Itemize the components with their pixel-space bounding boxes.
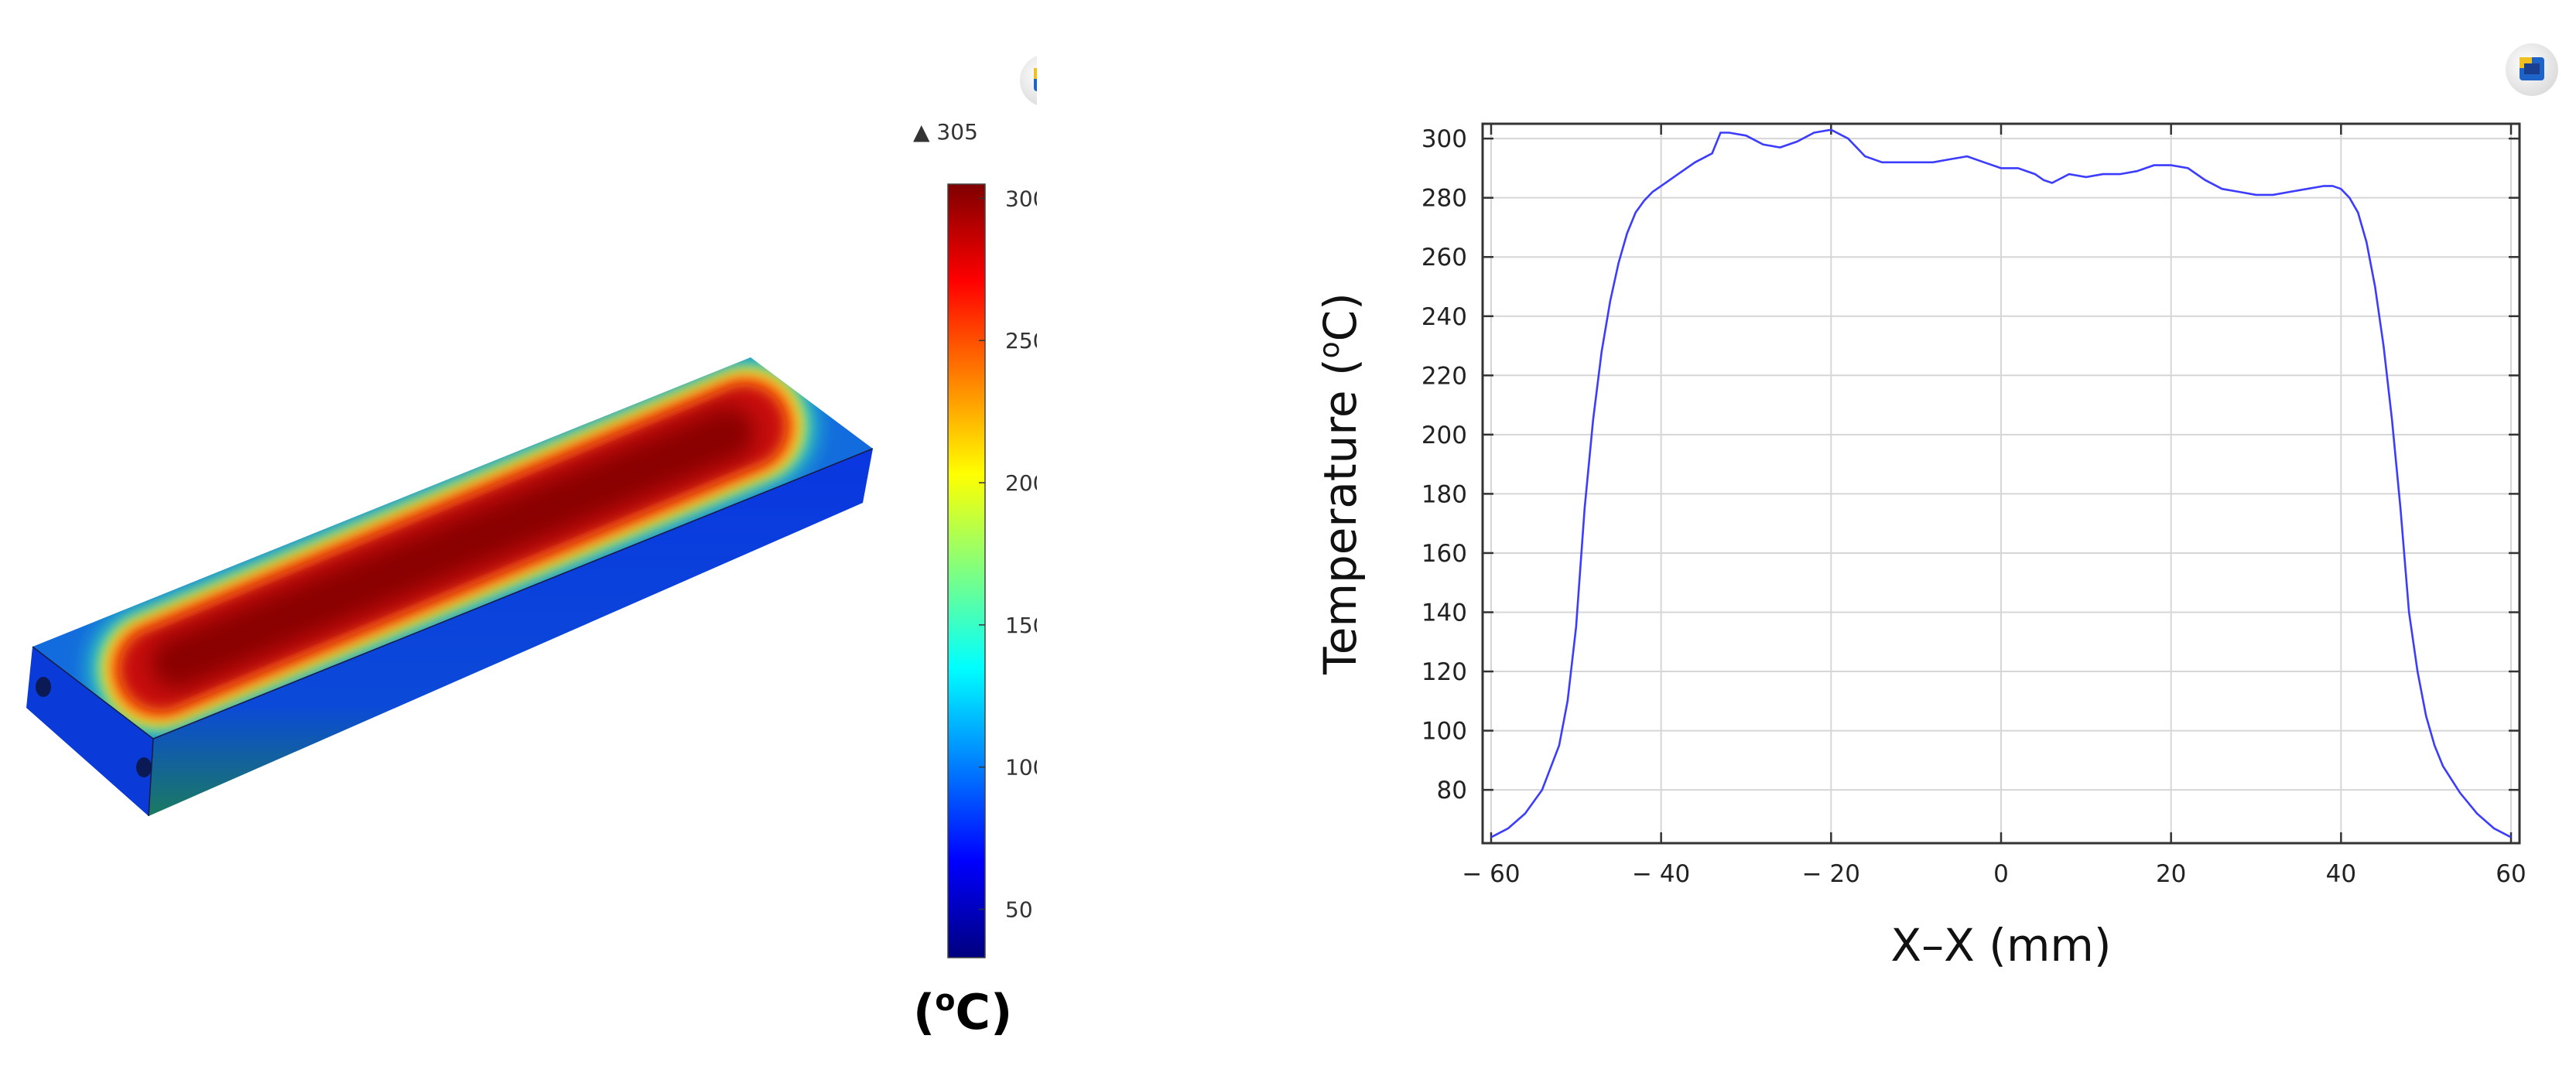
colorbar-tick-label: 300 bbox=[1005, 186, 1037, 211]
colorbar-unit-label: (oC) bbox=[913, 983, 1012, 1040]
y-tick-label: 160 bbox=[1421, 540, 1467, 568]
colorbar-ticks: 300 250 200 150 100 50 bbox=[979, 186, 1046, 923]
y-tick-label: 300 bbox=[1421, 125, 1467, 153]
chart-grid bbox=[1483, 124, 2520, 843]
y-tick-label: 260 bbox=[1421, 244, 1467, 272]
y-tick-label: 200 bbox=[1421, 422, 1467, 449]
y-tick-label: 220 bbox=[1421, 362, 1467, 390]
colorbar-tick-label: 150 bbox=[1005, 613, 1037, 638]
x-tick-label: − 40 bbox=[1632, 860, 1690, 888]
hole-marker bbox=[136, 757, 152, 777]
y-tick-label: 280 bbox=[1421, 185, 1467, 213]
temperature-profile-panel: − 60 − 40 − 20 0 20 40 60 80 100 120 140 160 180 200 2… bbox=[1285, 0, 2576, 1072]
y-tick-label: 100 bbox=[1421, 718, 1467, 746]
block-end-face bbox=[26, 647, 153, 816]
y-tick-label: 180 bbox=[1421, 480, 1467, 508]
x-tick-label: 60 bbox=[2496, 860, 2526, 888]
x-tick-label: − 60 bbox=[1462, 860, 1520, 888]
axis-ticks: − 60 − 40 − 20 0 20 40 60 80 100 120 140 160 180 200 2… bbox=[1421, 124, 2526, 888]
y-tick-label: 140 bbox=[1421, 599, 1467, 627]
temperature-series-line bbox=[1490, 128, 2512, 839]
colorbar: ▲ 305 300 250 200 150 100 50 (oC) bbox=[913, 119, 1046, 1040]
colorbar-tick-label: 200 bbox=[1005, 470, 1037, 496]
y-tick-label: 240 bbox=[1421, 303, 1467, 331]
y-tick-label: 80 bbox=[1437, 777, 1467, 804]
colorbar-tick-label: 50 bbox=[1005, 897, 1033, 923]
hole-marker bbox=[36, 677, 51, 697]
temperature-profile-chart: − 60 − 40 − 20 0 20 40 60 80 100 120 140 160 180 200 2… bbox=[1314, 43, 2558, 972]
x-tick-label: − 20 bbox=[1802, 860, 1860, 888]
colorbar-max-label: ▲ 305 bbox=[913, 119, 978, 145]
x-tick-label: 40 bbox=[2326, 860, 2356, 888]
block-top-face bbox=[32, 357, 873, 739]
x-axis-title: X–X (mm) bbox=[1890, 919, 2111, 972]
temperature-field-svg: ▲ 305 300 250 200 150 100 50 (oC) bbox=[26, 54, 1072, 1040]
y-tick-label: 120 bbox=[1421, 658, 1467, 686]
x-tick-label: 20 bbox=[2156, 860, 2186, 888]
heated-block-3d bbox=[26, 357, 874, 817]
comsol-logo-icon bbox=[2506, 43, 2558, 96]
x-tick-label: 0 bbox=[1993, 860, 2009, 888]
colorbar-tick-label: 100 bbox=[1005, 755, 1037, 781]
temperature-field-panel: ▲ 305 300 250 200 150 100 50 (oC) bbox=[0, 0, 1072, 1072]
y-axis-title: Temperature (oC) bbox=[1314, 292, 1367, 675]
colorbar-tick-label: 250 bbox=[1005, 328, 1037, 354]
colorbar-gradient bbox=[947, 183, 986, 958]
comsol-logo-icon bbox=[1020, 54, 1072, 107]
block-front-face bbox=[149, 449, 873, 816]
